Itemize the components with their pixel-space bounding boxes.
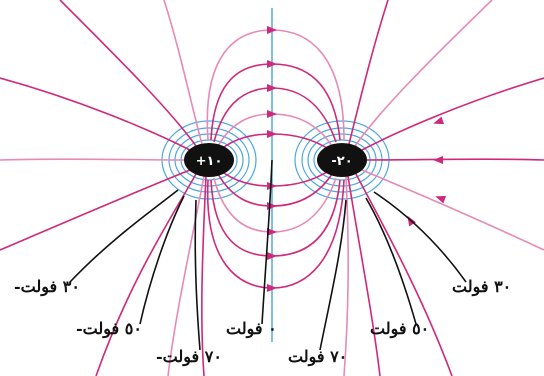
- field-line-12: [59, 0, 197, 147]
- pointer-left-30: [69, 189, 179, 283]
- field-line-22: [365, 158, 544, 161]
- label-zero-volt: ٠ فولت: [226, 319, 277, 339]
- pointer-right-50: [365, 197, 417, 325]
- left-charge-body: [184, 143, 234, 177]
- label-left-30-volt: -٣٠ فولت: [14, 277, 80, 297]
- field-arrow-2: [267, 60, 277, 68]
- label-right-70-volt: ٧٠ فولت: [288, 347, 347, 367]
- field-arrow-12: [433, 116, 445, 125]
- pointer-zero: [261, 159, 273, 325]
- right-charge: -٢٠: [317, 143, 367, 177]
- field-line-26: [343, 175, 349, 376]
- potential-pointers: [69, 159, 467, 351]
- field-line-13: [0, 77, 191, 151]
- label-right-50-volt: ٥٠ فولت: [370, 319, 429, 339]
- field-arrow-10: [267, 284, 277, 292]
- pointer-left-70: [194, 199, 201, 351]
- field-line-16: [95, 173, 197, 376]
- field-line-9: [210, 179, 341, 257]
- field-line-24: [355, 173, 453, 376]
- field-line-25: [347, 175, 381, 376]
- field-arrow-1: [267, 26, 277, 34]
- field-arrow-9: [267, 252, 277, 260]
- pointer-left-50: [139, 195, 185, 325]
- pointer-right-70: [319, 199, 347, 351]
- right-charge-label: -٢٠: [331, 154, 352, 169]
- label-left-50-volt: -٥٠ فولت: [76, 319, 142, 339]
- field-arrow-13: [435, 195, 447, 204]
- left-charge-label: +١٠: [196, 154, 223, 169]
- field-arrow-3: [267, 84, 277, 92]
- field-arrow-4: [267, 110, 277, 118]
- label-left-70-volt: -٧٠ فولت: [156, 347, 222, 367]
- field-arrow-5: [267, 130, 277, 138]
- field-line-21: [361, 77, 544, 151]
- right-charge-body: [317, 143, 367, 177]
- left-charge: +١٠: [184, 143, 234, 177]
- field-line-19: [348, 0, 389, 145]
- field-arrow-6: [267, 182, 277, 190]
- field-line-23: [361, 169, 544, 251]
- field-arrow-8: [267, 228, 277, 236]
- field-line-17: [167, 175, 205, 376]
- field-line-20: [354, 0, 493, 147]
- field-direction-arrows: [267, 26, 447, 292]
- field-arrow-11: [433, 156, 443, 164]
- label-right-30-volt: ٣٠ فولت: [452, 277, 511, 297]
- field-line-11: [163, 0, 203, 145]
- field-line-4: [210, 63, 341, 141]
- field-line-14: [0, 158, 187, 161]
- pointer-right-30: [373, 191, 467, 283]
- field-line-15: [0, 169, 191, 251]
- field-line-18: [201, 175, 207, 376]
